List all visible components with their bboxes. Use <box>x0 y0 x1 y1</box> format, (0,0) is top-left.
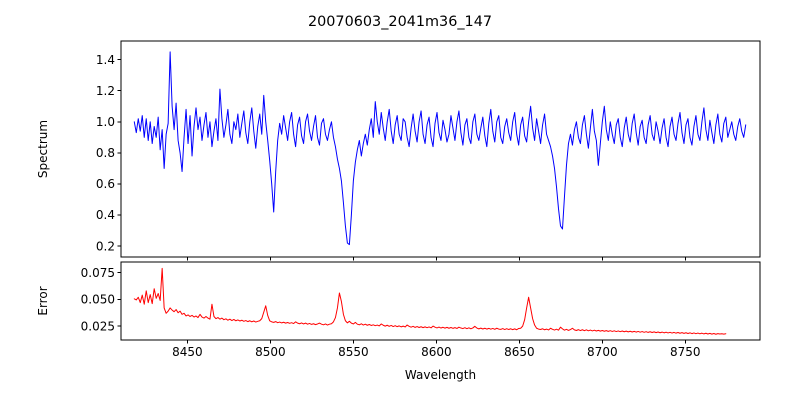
xtick-label: 8750 <box>670 345 701 359</box>
spectrum-ytick-label: 1.4 <box>96 53 115 67</box>
spectrum-ytick-label: 1.2 <box>96 84 115 98</box>
xlabel: Wavelength <box>405 368 476 382</box>
error-ytick-label: 0.025 <box>81 319 115 333</box>
xtick-label: 8650 <box>504 345 535 359</box>
error-axes-frame <box>120 261 761 341</box>
spectrum-ytick-label: 0.8 <box>96 146 115 160</box>
spectrum-ytick-label: 1.0 <box>96 115 115 129</box>
spectrum-ylabel: Spectrum <box>36 120 50 178</box>
spectrum-line <box>133 51 747 246</box>
error-ytick-label: 0.075 <box>81 266 115 280</box>
error-ylabel: Error <box>36 286 50 315</box>
spectrum-ytick-label: 0.4 <box>96 208 115 222</box>
xtick-label: 8600 <box>421 345 452 359</box>
error-line <box>133 267 727 335</box>
spectrum-ytick-label: 0.6 <box>96 177 115 191</box>
xtick-label: 8700 <box>587 345 618 359</box>
error-ytick-label: 0.050 <box>81 293 115 307</box>
xtick-label: 8500 <box>255 345 286 359</box>
xtick-label: 8550 <box>338 345 369 359</box>
xtick-label: 8450 <box>172 345 203 359</box>
page-title: 20070603_2041m36_147 <box>307 14 493 30</box>
spectrum-ytick-label: 0.2 <box>96 239 115 253</box>
spectrum-axes-frame <box>120 40 761 258</box>
